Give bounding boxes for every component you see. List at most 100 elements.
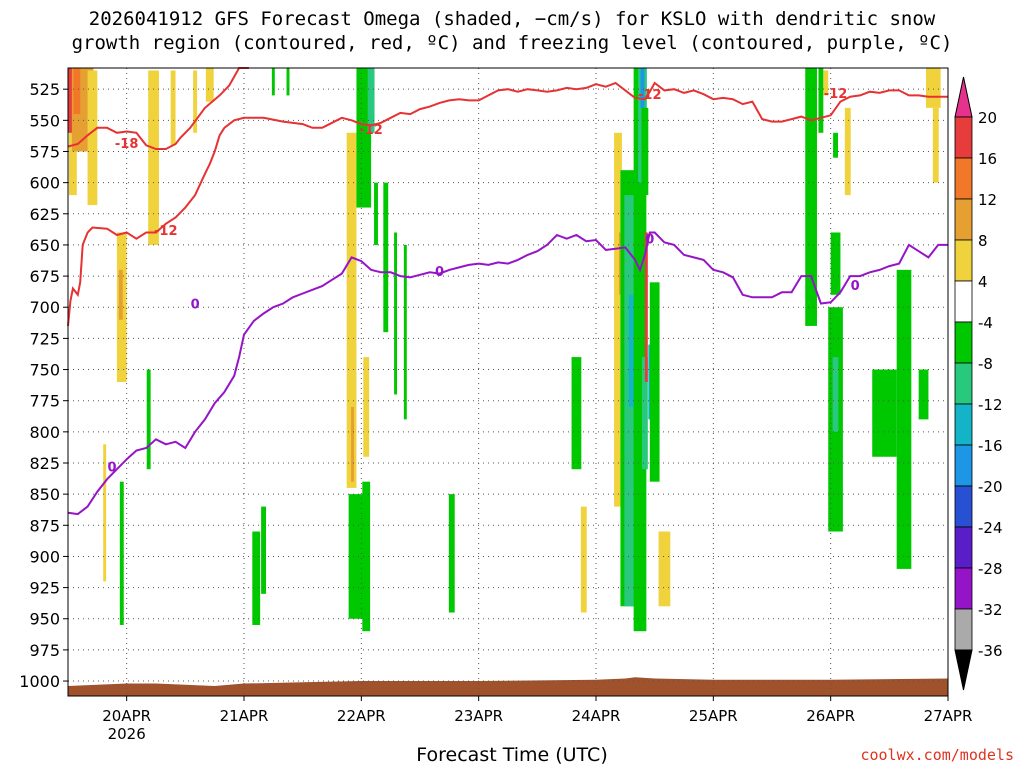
colorbar-label-0: 20 [978, 109, 997, 127]
omega-shade-7 [148, 70, 159, 245]
colorbar-swatch-6 [954, 362, 973, 405]
omega-shade-40 [641, 357, 648, 470]
colorbar-label-1: 16 [978, 150, 997, 168]
y-tick-label-850: 850 [29, 485, 60, 504]
omega-shade-37 [633, 68, 647, 632]
colorbar-swatch-5 [954, 321, 973, 364]
y-tick-label-650: 650 [29, 236, 60, 255]
omega-shade-50 [844, 107, 851, 196]
contour-label-5: 0 [107, 461, 116, 476]
omega-shade-51 [830, 232, 841, 295]
colorbar-label-11: -28 [978, 560, 1003, 578]
y-tick-label-675: 675 [29, 267, 60, 286]
chart-title-line-1: 2026041912 GFS Forecast Omega (shaded, −… [88, 8, 936, 30]
omega-shade-56 [918, 369, 929, 420]
colorbar-label-13: -36 [978, 642, 1003, 660]
contour-label-2: -12 [359, 123, 383, 138]
x-tick-label-3: 23APR [454, 707, 503, 725]
colorbar-label-6: -8 [978, 355, 993, 373]
y-tick-label-825: 825 [29, 454, 60, 473]
omega-shade-58 [932, 107, 939, 183]
y-tick-label-950: 950 [29, 610, 60, 629]
omega-shade-54 [872, 369, 897, 457]
y-tick-label-775: 775 [29, 392, 60, 411]
colorbar-label-2: 12 [978, 191, 997, 209]
y-tick-label-600: 600 [29, 174, 60, 193]
omega-shade-31 [580, 506, 587, 613]
colorbar-swatch-4 [954, 280, 973, 323]
colorbar-label-10: -24 [978, 519, 1003, 537]
omega-shade-23 [374, 182, 378, 245]
contour-label-4: -12 [824, 87, 848, 102]
omega-shading-layer [68, 68, 941, 632]
omega-shade-21 [356, 68, 372, 208]
omega-shade-3 [68, 68, 72, 133]
omega-shade-41 [644, 232, 648, 382]
omega-shade-30 [571, 357, 582, 470]
omega-shade-19 [351, 406, 354, 482]
colorbar-label-3: 8 [978, 232, 988, 250]
omega-shade-45 [658, 531, 671, 607]
x-tick-label-4: 24APR [572, 707, 621, 725]
omega-shade-9 [193, 70, 198, 133]
omega-shade-12 [119, 481, 124, 625]
y-tick-label-525: 525 [29, 80, 60, 99]
ground-layer [68, 677, 948, 696]
omega-shade-8 [170, 70, 176, 146]
x-tick-label-1: 21APR [220, 707, 269, 725]
omega-shade-47 [818, 68, 824, 133]
omega-shade-4 [87, 70, 98, 206]
colorbar-swatch-9 [954, 485, 973, 528]
chart-title-line-2: growth region (contoured, red, ºC) and f… [71, 32, 953, 54]
omega-shade-44 [641, 107, 649, 196]
y-tick-label-800: 800 [29, 423, 60, 442]
colorbar: 20 16 12 8 4 -4 -8 -12 -16 -20 -24 -28 -32 -36 [954, 76, 1003, 691]
x-tick-sublabel-0: 2026 [108, 725, 146, 743]
y-tick-label-875: 875 [29, 516, 60, 535]
y-tick-label-625: 625 [29, 205, 60, 224]
colorbar-label-9: -20 [978, 478, 1003, 496]
omega-shade-13 [146, 369, 151, 470]
colorbar-swatch-7 [954, 403, 973, 446]
omega-shade-11 [103, 444, 107, 582]
colorbar-swatch-10 [954, 526, 973, 569]
contour-label-3: -12 [638, 88, 662, 103]
contour-label-9: 0 [851, 279, 860, 294]
y-tick-label-750: 750 [29, 361, 60, 380]
colorbar-label-4: 4 [978, 273, 988, 291]
omega-shade-2 [73, 68, 81, 115]
plot-frame [67, 67, 949, 697]
contour-label-0: -18 [115, 137, 139, 152]
omega-shade-57 [926, 68, 941, 108]
omega-shade-25 [394, 232, 398, 395]
y-tick-label-575: 575 [29, 142, 60, 161]
plot-border [67, 67, 949, 697]
omega-shade-32 [614, 132, 622, 507]
contour-series-1 [67, 81, 948, 326]
y-tick-label-900: 900 [29, 547, 60, 566]
site-credit: coolwx.com/models [860, 746, 1014, 764]
contour-label-7: 0 [435, 265, 444, 280]
omega-shade-6 [118, 269, 123, 320]
omega-shade-39 [640, 68, 645, 108]
x-tick-label-7: 27APR [924, 707, 973, 725]
contour-series-0 [67, 67, 249, 150]
omega-shade-14 [252, 531, 261, 625]
colorbar-label-12: -32 [978, 601, 1003, 619]
contour-label-1: -12 [154, 224, 178, 239]
colorbar-swatch-3 [954, 239, 973, 282]
y-tick-label-925: 925 [29, 579, 60, 598]
omega-shade-18 [346, 132, 357, 488]
contour-layer [67, 67, 948, 516]
x-tick-label-6: 26APR [806, 707, 855, 725]
y-tick-label-725: 725 [29, 329, 60, 348]
omega-shade-29 [448, 494, 455, 613]
omega-shade-36 [628, 294, 634, 407]
y-tick-label-975: 975 [29, 641, 60, 660]
omega-shade-53 [832, 357, 839, 432]
x-tick-label-0: 20APR [102, 707, 151, 725]
omega-shade-55 [896, 269, 912, 569]
colorbar-label-7: -12 [978, 396, 1003, 414]
